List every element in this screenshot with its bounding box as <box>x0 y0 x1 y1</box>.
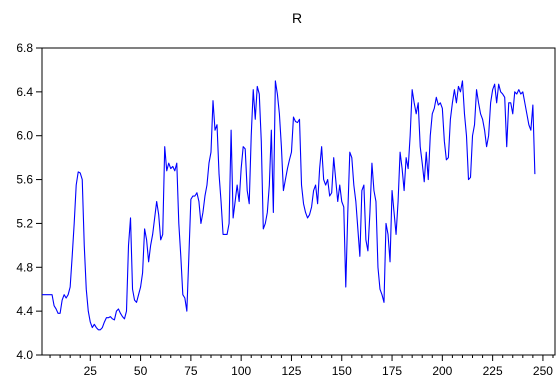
y-tick-label: 5.6 <box>16 173 33 187</box>
x-tick-label: 50 <box>134 364 148 378</box>
x-axis: 25 50 75 100 125 150 175 200 225 250 <box>49 355 554 378</box>
y-tick-label: 4.8 <box>16 260 33 274</box>
plot-frame <box>41 47 556 356</box>
y-axis: 4.0 4.4 4.8 5.2 5.6 6.0 6.4 6.8 <box>16 41 42 362</box>
x-tick-label: 75 <box>184 364 198 378</box>
x-tick-label: 125 <box>281 364 301 378</box>
series-layer <box>42 80 536 331</box>
x-tick-label: 150 <box>332 364 352 378</box>
x-tick-label: 175 <box>382 364 402 378</box>
y-tick-label: 5.2 <box>16 216 33 230</box>
y-tick-label: 6.8 <box>16 41 33 55</box>
chart-title: R <box>292 10 302 26</box>
plot-border <box>41 47 556 356</box>
y-tick-label: 4.4 <box>16 304 33 318</box>
x-tick-label: 200 <box>432 364 452 378</box>
x-tick-label: 25 <box>84 364 98 378</box>
y-tick-label: 4.0 <box>16 348 33 362</box>
y-tick-label: 6.0 <box>16 129 33 143</box>
series-line <box>42 80 536 331</box>
y-tick-label: 6.4 <box>16 85 33 99</box>
x-tick-label: 100 <box>231 364 251 378</box>
x-tick-label: 225 <box>483 364 503 378</box>
x-tick-label: 250 <box>533 364 553 378</box>
